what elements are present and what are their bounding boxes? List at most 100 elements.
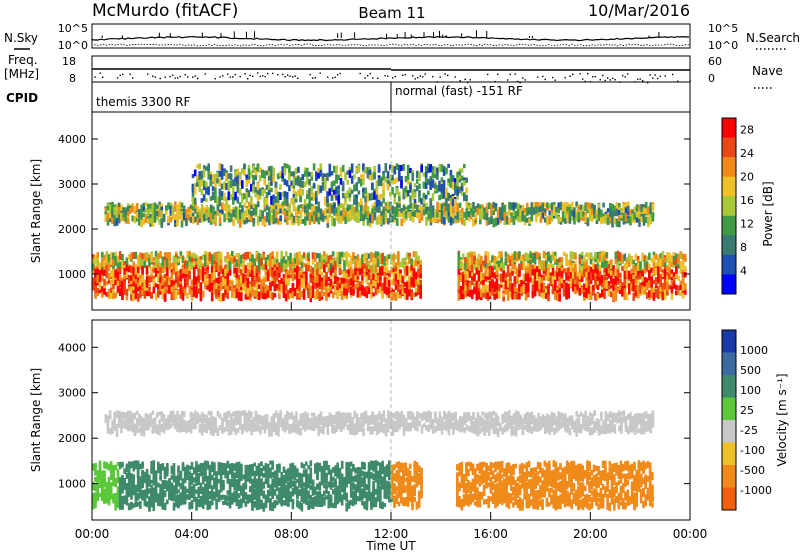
power-cell — [197, 268, 200, 276]
power-cell — [659, 259, 662, 267]
power-cell — [649, 202, 652, 210]
power-cell — [306, 176, 309, 185]
power-cell — [368, 193, 372, 201]
power-cell — [393, 196, 397, 205]
power-cell — [251, 274, 254, 281]
power-cell — [211, 173, 215, 182]
power-cell — [244, 292, 248, 300]
power-cell — [157, 269, 160, 274]
power-cell — [533, 290, 537, 295]
power-cell — [493, 263, 496, 270]
power-cell — [413, 211, 417, 217]
power-cell — [638, 214, 641, 220]
power-cell — [366, 167, 370, 173]
power-cell — [317, 168, 320, 173]
power-cell — [309, 285, 313, 292]
power-cell — [206, 285, 209, 290]
power-cell — [385, 276, 389, 286]
power-cell — [596, 258, 600, 268]
power-cell — [251, 279, 254, 287]
power-cell — [238, 178, 242, 186]
power-cell — [190, 293, 194, 301]
power-cell — [603, 291, 606, 299]
power-cell — [197, 275, 200, 281]
power-cell — [607, 265, 611, 274]
power-cell — [103, 283, 106, 289]
power-cell — [458, 174, 462, 180]
power-cell — [395, 188, 399, 195]
power-cell — [550, 212, 554, 218]
power-cell — [360, 201, 363, 210]
power-cell — [452, 206, 455, 213]
nave-point — [119, 74, 121, 76]
nave-point — [619, 81, 621, 83]
power-cell — [548, 216, 552, 224]
power-cell — [392, 253, 396, 261]
power-cell — [354, 261, 357, 268]
power-cell — [382, 206, 386, 214]
power-cell — [405, 211, 408, 216]
power-cell — [618, 203, 621, 208]
power-cell — [296, 283, 299, 290]
power-cell — [328, 205, 332, 213]
freq-tick-bottom: 8 — [69, 72, 76, 85]
power-cell — [391, 187, 394, 195]
power-cell — [103, 278, 106, 286]
nave-point — [94, 76, 96, 78]
power-cell — [125, 257, 129, 265]
power-cell — [330, 181, 334, 187]
power-cell — [666, 271, 669, 279]
nave-point — [367, 75, 369, 77]
power-cell — [284, 284, 288, 291]
power-cell — [638, 217, 641, 227]
power-cell — [476, 203, 480, 210]
power-cell — [364, 196, 367, 203]
power-cell — [271, 281, 274, 287]
power-cell — [318, 274, 322, 282]
power-cell — [491, 285, 494, 295]
power-cell — [316, 263, 319, 271]
power-cell — [268, 206, 271, 212]
power-cell — [168, 262, 171, 270]
power-cell — [583, 255, 586, 261]
power-cell — [251, 288, 254, 297]
power-cell — [262, 263, 265, 269]
power-cell — [684, 268, 687, 278]
power-cell — [468, 270, 472, 278]
power-cell — [135, 206, 139, 216]
power-cell — [223, 192, 226, 202]
power-cell — [293, 287, 297, 293]
power-cell — [319, 163, 323, 170]
power-cell — [139, 290, 142, 299]
power-cell — [299, 192, 302, 202]
power-cell — [445, 167, 448, 172]
power-cell — [195, 254, 198, 260]
power-cell — [484, 284, 487, 293]
power-cell — [287, 279, 290, 286]
power-cell — [401, 258, 405, 266]
power-cell — [246, 289, 250, 297]
power-cell — [101, 267, 104, 275]
power-cell — [327, 284, 331, 293]
power-cell — [222, 268, 225, 274]
power-cell — [151, 216, 155, 223]
power-cell — [296, 293, 299, 300]
power-cell — [278, 262, 281, 267]
power-cell — [306, 203, 309, 210]
power-cell — [268, 210, 271, 218]
power-cell — [276, 173, 280, 180]
power-cell — [225, 204, 229, 212]
power-cell — [132, 261, 135, 270]
power-cell — [593, 210, 596, 219]
nave-point — [422, 76, 424, 78]
power-cell — [92, 258, 95, 266]
power-cell — [217, 265, 221, 274]
power-cell — [485, 217, 489, 226]
power-cell — [244, 265, 248, 274]
power-cell — [412, 268, 416, 274]
power-cell — [274, 214, 278, 223]
power-cell — [445, 211, 448, 217]
power-cell — [523, 207, 527, 216]
power-cell — [524, 274, 528, 282]
power-cell — [391, 168, 394, 173]
